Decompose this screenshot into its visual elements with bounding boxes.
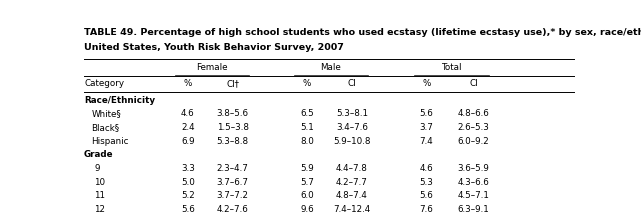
Text: 10: 10 [94, 178, 105, 187]
Text: 11: 11 [94, 191, 105, 200]
Text: CI: CI [469, 79, 478, 88]
Text: United States, Youth Risk Behavior Survey, 2007: United States, Youth Risk Behavior Surve… [84, 43, 344, 52]
Text: 3.8–5.6: 3.8–5.6 [217, 110, 249, 118]
Text: %: % [184, 79, 192, 88]
Text: 7.4: 7.4 [419, 137, 433, 146]
Text: White§: White§ [92, 110, 121, 118]
Text: 6.0: 6.0 [300, 191, 314, 200]
Text: Category: Category [84, 79, 124, 88]
Text: 5.9–10.8: 5.9–10.8 [333, 137, 370, 146]
Text: 7.6: 7.6 [419, 205, 433, 214]
Text: 3.4–7.6: 3.4–7.6 [336, 123, 368, 132]
Text: %: % [303, 79, 312, 88]
Text: 3.6–5.9: 3.6–5.9 [458, 164, 490, 173]
Text: TABLE 49. Percentage of high school students who used ecstasy (lifetime ecstasy : TABLE 49. Percentage of high school stud… [84, 29, 641, 37]
Text: 6.9: 6.9 [181, 137, 195, 146]
Text: 4.2–7.7: 4.2–7.7 [336, 178, 368, 187]
Text: %: % [422, 79, 431, 88]
Text: 4.3–6.6: 4.3–6.6 [458, 178, 490, 187]
Text: 2.6–5.3: 2.6–5.3 [458, 123, 490, 132]
Text: 5.6: 5.6 [181, 205, 195, 214]
Text: 3.3: 3.3 [181, 164, 195, 173]
Text: 1.5–3.8: 1.5–3.8 [217, 123, 249, 132]
Text: 9.6: 9.6 [301, 205, 314, 214]
Text: 4.5–7.1: 4.5–7.1 [458, 191, 490, 200]
Text: 2.4: 2.4 [181, 123, 195, 132]
Text: 12: 12 [94, 205, 105, 214]
Text: 5.3–8.8: 5.3–8.8 [217, 137, 249, 146]
Text: 5.7: 5.7 [300, 178, 314, 187]
Text: 5.6: 5.6 [419, 191, 433, 200]
Text: 4.8–7.4: 4.8–7.4 [336, 191, 368, 200]
Text: 8.0: 8.0 [300, 137, 314, 146]
Text: Grade: Grade [84, 150, 113, 159]
Text: 3.7: 3.7 [419, 123, 433, 132]
Text: CI: CI [347, 79, 356, 88]
Text: 4.6: 4.6 [181, 110, 195, 118]
Text: Male: Male [320, 62, 342, 71]
Text: 4.4–7.8: 4.4–7.8 [336, 164, 368, 173]
Text: 5.0: 5.0 [181, 178, 195, 187]
Text: 6.0–9.2: 6.0–9.2 [458, 137, 490, 146]
Text: 5.6: 5.6 [419, 110, 433, 118]
Text: 4.8–6.6: 4.8–6.6 [458, 110, 490, 118]
Text: 6.3–9.1: 6.3–9.1 [458, 205, 490, 214]
Text: Hispanic: Hispanic [92, 137, 129, 146]
Text: CI†: CI† [226, 79, 239, 88]
Text: 5.9: 5.9 [300, 164, 314, 173]
Text: 2.3–4.7: 2.3–4.7 [217, 164, 249, 173]
Text: Female: Female [196, 62, 228, 71]
Text: 4.2–7.6: 4.2–7.6 [217, 205, 249, 214]
Text: 4.6: 4.6 [420, 164, 433, 173]
Text: 9: 9 [94, 164, 99, 173]
Text: Race/Ethnicity: Race/Ethnicity [84, 96, 155, 105]
Text: Black§: Black§ [92, 123, 120, 132]
Text: 3.7–7.2: 3.7–7.2 [217, 191, 249, 200]
Text: 5.2: 5.2 [181, 191, 195, 200]
Text: 5.3: 5.3 [419, 178, 433, 187]
Text: 7.4–12.4: 7.4–12.4 [333, 205, 370, 214]
Text: 3.7–6.7: 3.7–6.7 [217, 178, 249, 187]
Text: 6.5: 6.5 [300, 110, 314, 118]
Text: 5.3–8.1: 5.3–8.1 [336, 110, 368, 118]
Text: Total: Total [441, 62, 462, 71]
Text: 5.1: 5.1 [300, 123, 314, 132]
